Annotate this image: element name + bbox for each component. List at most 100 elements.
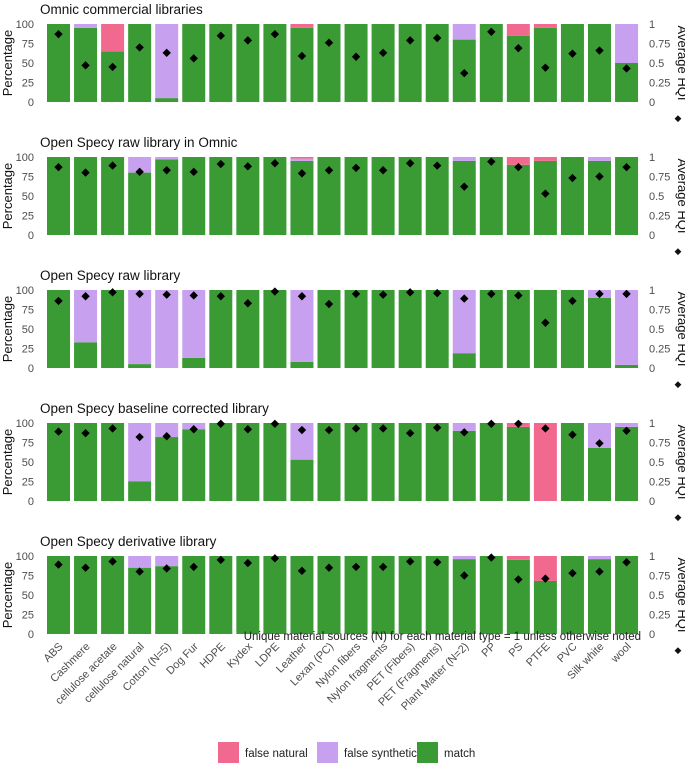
hqi-point bbox=[108, 557, 117, 566]
bar-match bbox=[560, 556, 584, 634]
hqi-point bbox=[270, 287, 280, 296]
left-tick-label: 100 bbox=[16, 285, 34, 297]
legend-swatch-match bbox=[417, 742, 438, 763]
bar-match bbox=[209, 556, 233, 634]
hqi-point bbox=[568, 49, 577, 58]
right-tick-label: 0.5 bbox=[649, 58, 664, 70]
bar-match bbox=[344, 556, 368, 634]
bar-match bbox=[371, 157, 395, 235]
right-tick-label: 0.5 bbox=[649, 457, 664, 469]
category-label: PS bbox=[507, 641, 526, 660]
bar-match bbox=[506, 164, 530, 235]
left-tick-label: 75 bbox=[22, 172, 34, 184]
bar-false-natural bbox=[533, 556, 557, 581]
hqi-point bbox=[135, 432, 144, 442]
hqi-point bbox=[189, 54, 198, 63]
bar-match bbox=[74, 157, 98, 235]
bar-match bbox=[47, 24, 70, 102]
hqi-point bbox=[324, 563, 334, 572]
hqi-point bbox=[108, 288, 117, 297]
left-tick-label: 50 bbox=[22, 191, 34, 203]
hqi-point bbox=[216, 419, 225, 428]
bar-match bbox=[155, 98, 179, 102]
bar-match bbox=[236, 157, 260, 235]
category-label: wool bbox=[608, 641, 633, 666]
bar-match bbox=[425, 556, 449, 634]
hqi-point bbox=[216, 159, 225, 169]
legend-label: false synthetic bbox=[344, 748, 417, 760]
left-tick-label: 75 bbox=[22, 305, 34, 317]
bar-match bbox=[128, 364, 152, 368]
hqi-point bbox=[405, 159, 415, 168]
hqi-point bbox=[405, 557, 415, 566]
hqi-point bbox=[243, 558, 253, 568]
hqi-point bbox=[378, 562, 388, 572]
left-tick-label: 25 bbox=[22, 344, 34, 356]
bar-match bbox=[452, 353, 476, 368]
bar-match bbox=[533, 290, 557, 368]
hqi-point bbox=[351, 52, 361, 61]
right-tick-label: 0 bbox=[649, 230, 655, 242]
left-axis-title: Percentage bbox=[0, 562, 15, 629]
hqi-point bbox=[622, 289, 631, 299]
bar-false-natural bbox=[290, 157, 314, 159]
bar-match bbox=[209, 157, 233, 235]
bar-false-natural bbox=[533, 423, 557, 501]
hqi-point bbox=[514, 419, 523, 428]
hqi-point bbox=[487, 553, 496, 562]
right-axis-title: Average HQI bbox=[675, 26, 685, 101]
hqi-point bbox=[54, 29, 63, 39]
hqi-point bbox=[189, 291, 198, 300]
bar-match bbox=[452, 559, 476, 634]
bar-false-synthetic bbox=[290, 158, 314, 161]
hqi-point bbox=[216, 292, 225, 301]
hqi-point bbox=[351, 562, 361, 572]
left-tick-label: 0 bbox=[28, 629, 34, 641]
hqi-point bbox=[568, 173, 577, 183]
bar-match bbox=[398, 423, 422, 501]
right-tick-label: 0.25 bbox=[649, 610, 670, 622]
right-tick-label: 0.5 bbox=[649, 191, 664, 203]
left-tick-label: 75 bbox=[22, 571, 34, 583]
hqi-point bbox=[135, 43, 144, 52]
bar-match bbox=[479, 423, 503, 501]
hqi-point bbox=[351, 289, 361, 299]
hqi-point bbox=[487, 289, 496, 299]
left-tick-label: 0 bbox=[28, 230, 34, 242]
hqi-point bbox=[622, 162, 631, 172]
panel-title: Open Specy derivative library bbox=[40, 534, 217, 549]
bar-match bbox=[209, 24, 233, 102]
hqi-point bbox=[162, 48, 171, 58]
bar-match bbox=[101, 290, 125, 368]
hqi-point bbox=[378, 424, 388, 433]
bar-false-synthetic bbox=[128, 157, 152, 173]
bar-match bbox=[317, 157, 341, 235]
hqi-marker-glyph: ◆ bbox=[675, 113, 682, 123]
left-axis-title: Percentage bbox=[0, 30, 15, 97]
hqi-point bbox=[378, 48, 388, 58]
hqi-point bbox=[433, 423, 442, 432]
hqi-point bbox=[81, 563, 90, 572]
hqi-point bbox=[541, 574, 550, 583]
left-tick-label: 50 bbox=[22, 590, 34, 602]
hqi-point bbox=[487, 419, 496, 428]
category-label: PTFE bbox=[524, 641, 552, 669]
category-label: Kydex bbox=[225, 640, 255, 670]
right-tick-label: 0.25 bbox=[649, 477, 670, 489]
bar-match bbox=[560, 24, 584, 102]
bar-match bbox=[398, 24, 422, 102]
bar-match bbox=[263, 423, 287, 501]
bar-match bbox=[74, 556, 98, 634]
hqi-point bbox=[54, 560, 63, 569]
hqi-point bbox=[162, 564, 171, 573]
right-tick-label: 0.5 bbox=[649, 590, 664, 602]
hqi-point bbox=[324, 166, 334, 175]
bar-match bbox=[236, 24, 260, 102]
hqi-point bbox=[54, 427, 63, 436]
right-tick-label: 1 bbox=[649, 285, 655, 297]
hqi-point bbox=[189, 425, 198, 434]
left-tick-label: 25 bbox=[22, 78, 34, 90]
bar-false-synthetic bbox=[615, 24, 639, 63]
